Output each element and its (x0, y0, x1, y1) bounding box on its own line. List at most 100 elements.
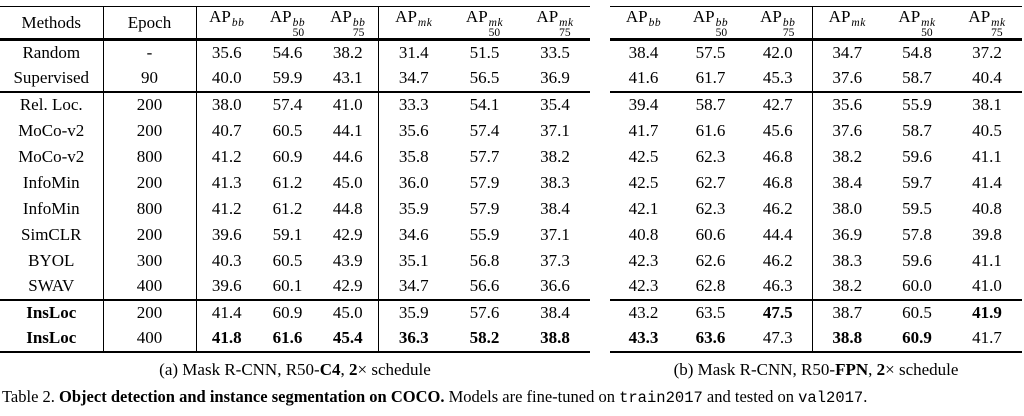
value-cell: 37.3 (540, 250, 570, 270)
epoch-cell: 200 (103, 221, 197, 248)
value-cell: 57.8 (902, 224, 932, 244)
value-cell: 39.4 (628, 95, 659, 114)
value-cell: 46.8 (744, 169, 813, 196)
value-cell: 38.4 (540, 198, 570, 218)
column-header-ap: AP mk (812, 6, 882, 41)
value-cell: 38.3 (540, 172, 570, 192)
ap-metric-label: AP bb 75 (760, 7, 796, 39)
epoch-cell: 200 (103, 117, 197, 144)
value-cell: 37.1 (540, 224, 570, 244)
value-cell: 35.6 (832, 95, 863, 114)
epoch-cell: 200 (103, 169, 197, 196)
value-cell: 38.2 (318, 39, 379, 66)
method-cell: BYOL (0, 247, 104, 274)
column-header-epoch: Epoch (103, 6, 197, 41)
value-cell: 57.5 (695, 43, 726, 63)
value-cell: 41.3 (211, 172, 242, 192)
value-cell: 38.4 (832, 172, 863, 192)
value-cell: 46.2 (744, 247, 813, 274)
value-cell: 39.6 (211, 224, 242, 244)
value-cell: 37.2 (972, 43, 1002, 63)
value-cell: 41.4 (211, 303, 242, 322)
caption-segment: (b) Mask R-CNN, R50- (673, 359, 836, 379)
value-cell: 58.7 (695, 95, 726, 114)
value-cell: 40.7 (211, 120, 242, 140)
value-cell: 60.9 (902, 328, 932, 347)
value-cell: 35.9 (398, 303, 429, 322)
value-cell: 62.3 (695, 198, 726, 218)
method-cell: InsLoc (0, 299, 104, 326)
ap-metric-label: AP mk 75 (536, 7, 574, 39)
ap-metric-label: AP mk (828, 7, 866, 29)
value-cell: 44.8 (318, 195, 379, 222)
ap-metric-label: AP mk 50 (898, 7, 936, 39)
value-cell: 35.8 (398, 146, 429, 166)
table-row: Rel. Loc. 200 38.0 57.4 41.0 33.3 54.1 35.4 (0, 91, 590, 118)
table-b-body: 38.4 57.5 42.0 34.7 54.8 37.2 41.6 61.7 45.3 37.6… (610, 39, 1022, 352)
table-row: 40.8 60.6 44.4 36.9 57.8 39.8 (610, 221, 1022, 248)
value-cell: 41.6 (610, 65, 677, 93)
value-cell: 60.9 (272, 146, 303, 166)
value-cell: 41.4 (972, 172, 1002, 192)
value-cell: 43.1 (318, 65, 379, 93)
value-cell: 60.5 (272, 250, 303, 270)
epoch-cell: 800 (103, 195, 197, 222)
column-header-ap: AP mk 75 (520, 6, 590, 41)
value-cell: 37.6 (832, 120, 863, 140)
caption-segment: FPN (835, 359, 869, 379)
value-cell: 60.9 (272, 303, 303, 322)
caption-segment: , (340, 359, 349, 379)
value-cell: 40.3 (211, 250, 242, 270)
caption-segment: × schedule (885, 359, 959, 379)
value-cell: 38.7 (832, 303, 863, 322)
value-cell: 59.6 (902, 250, 932, 270)
value-cell: 38.0 (211, 95, 242, 114)
table-row: InsLoc 400 41.8 61.6 45.4 36.3 58.2 38.8 (0, 325, 590, 352)
method-cell: Supervised (0, 65, 104, 93)
column-header-ap: AP bb 75 (318, 6, 379, 41)
method-cell: SimCLR (0, 221, 104, 248)
value-cell: 47.3 (744, 325, 813, 352)
value-cell: 41.1 (972, 250, 1002, 270)
ap-metric-label: AP mk (395, 7, 433, 29)
subcaption-a: (a) Mask R-CNN, R50-C4, 2× schedule (0, 360, 590, 380)
table-row: 42.5 62.3 46.8 38.2 59.6 41.1 (610, 143, 1022, 170)
table-row: MoCo-v2 800 41.2 60.9 44.6 35.8 57.7 38.2 (0, 143, 590, 170)
value-cell: 31.4 (398, 43, 429, 63)
table-row: MoCo-v2 200 40.7 60.5 44.1 35.6 57.4 37.1 (0, 117, 590, 144)
value-cell: 39.6 (196, 273, 257, 301)
value-cell: 62.3 (695, 146, 726, 166)
table-caption: Table 2. Object detection and instance s… (2, 387, 1024, 407)
value-cell: 55.9 (902, 95, 932, 114)
value-cell: 41.0 (952, 273, 1022, 301)
table-row: 42.3 62.8 46.3 38.2 60.0 41.0 (610, 273, 1022, 301)
table-row: 39.4 58.7 42.7 35.6 55.9 38.1 (610, 91, 1022, 118)
table-row: 42.5 62.7 46.8 38.4 59.7 41.4 (610, 169, 1022, 196)
column-header-ap: AP bb (196, 6, 257, 41)
caption-segment: and tested on (702, 386, 799, 406)
value-cell: 40.5 (972, 120, 1002, 140)
table-row: SimCLR 200 39.6 59.1 42.9 34.6 55.9 37.1 (0, 221, 590, 248)
value-cell: 63.6 (695, 328, 726, 347)
value-cell: 57.4 (469, 120, 500, 140)
value-cell: 54.8 (902, 43, 932, 63)
value-cell: 43.9 (318, 247, 379, 274)
value-cell: 44.4 (744, 221, 813, 248)
value-cell: 58.7 (882, 65, 952, 93)
header-row: Methods Epoch AP bb AP bb 50 AP bb 75 AP mk AP mk 50… (0, 6, 590, 41)
value-cell: 43.3 (628, 328, 659, 347)
value-cell: 38.2 (812, 273, 882, 301)
value-cell: 43.2 (628, 303, 659, 322)
value-cell: 45.0 (318, 299, 379, 326)
value-cell: 35.9 (398, 198, 429, 218)
column-header-ap: AP mk 50 (449, 6, 520, 41)
value-cell: 41.7 (972, 328, 1002, 347)
value-cell: 59.7 (902, 172, 932, 192)
value-cell: 45.4 (318, 325, 379, 352)
value-cell: 62.8 (677, 273, 744, 301)
value-cell: 45.0 (318, 169, 379, 196)
epoch-cell: 400 (103, 325, 197, 352)
caption-segment: val2017 (798, 388, 864, 407)
value-cell: 33.3 (398, 95, 429, 114)
value-cell: 62.7 (695, 172, 726, 192)
